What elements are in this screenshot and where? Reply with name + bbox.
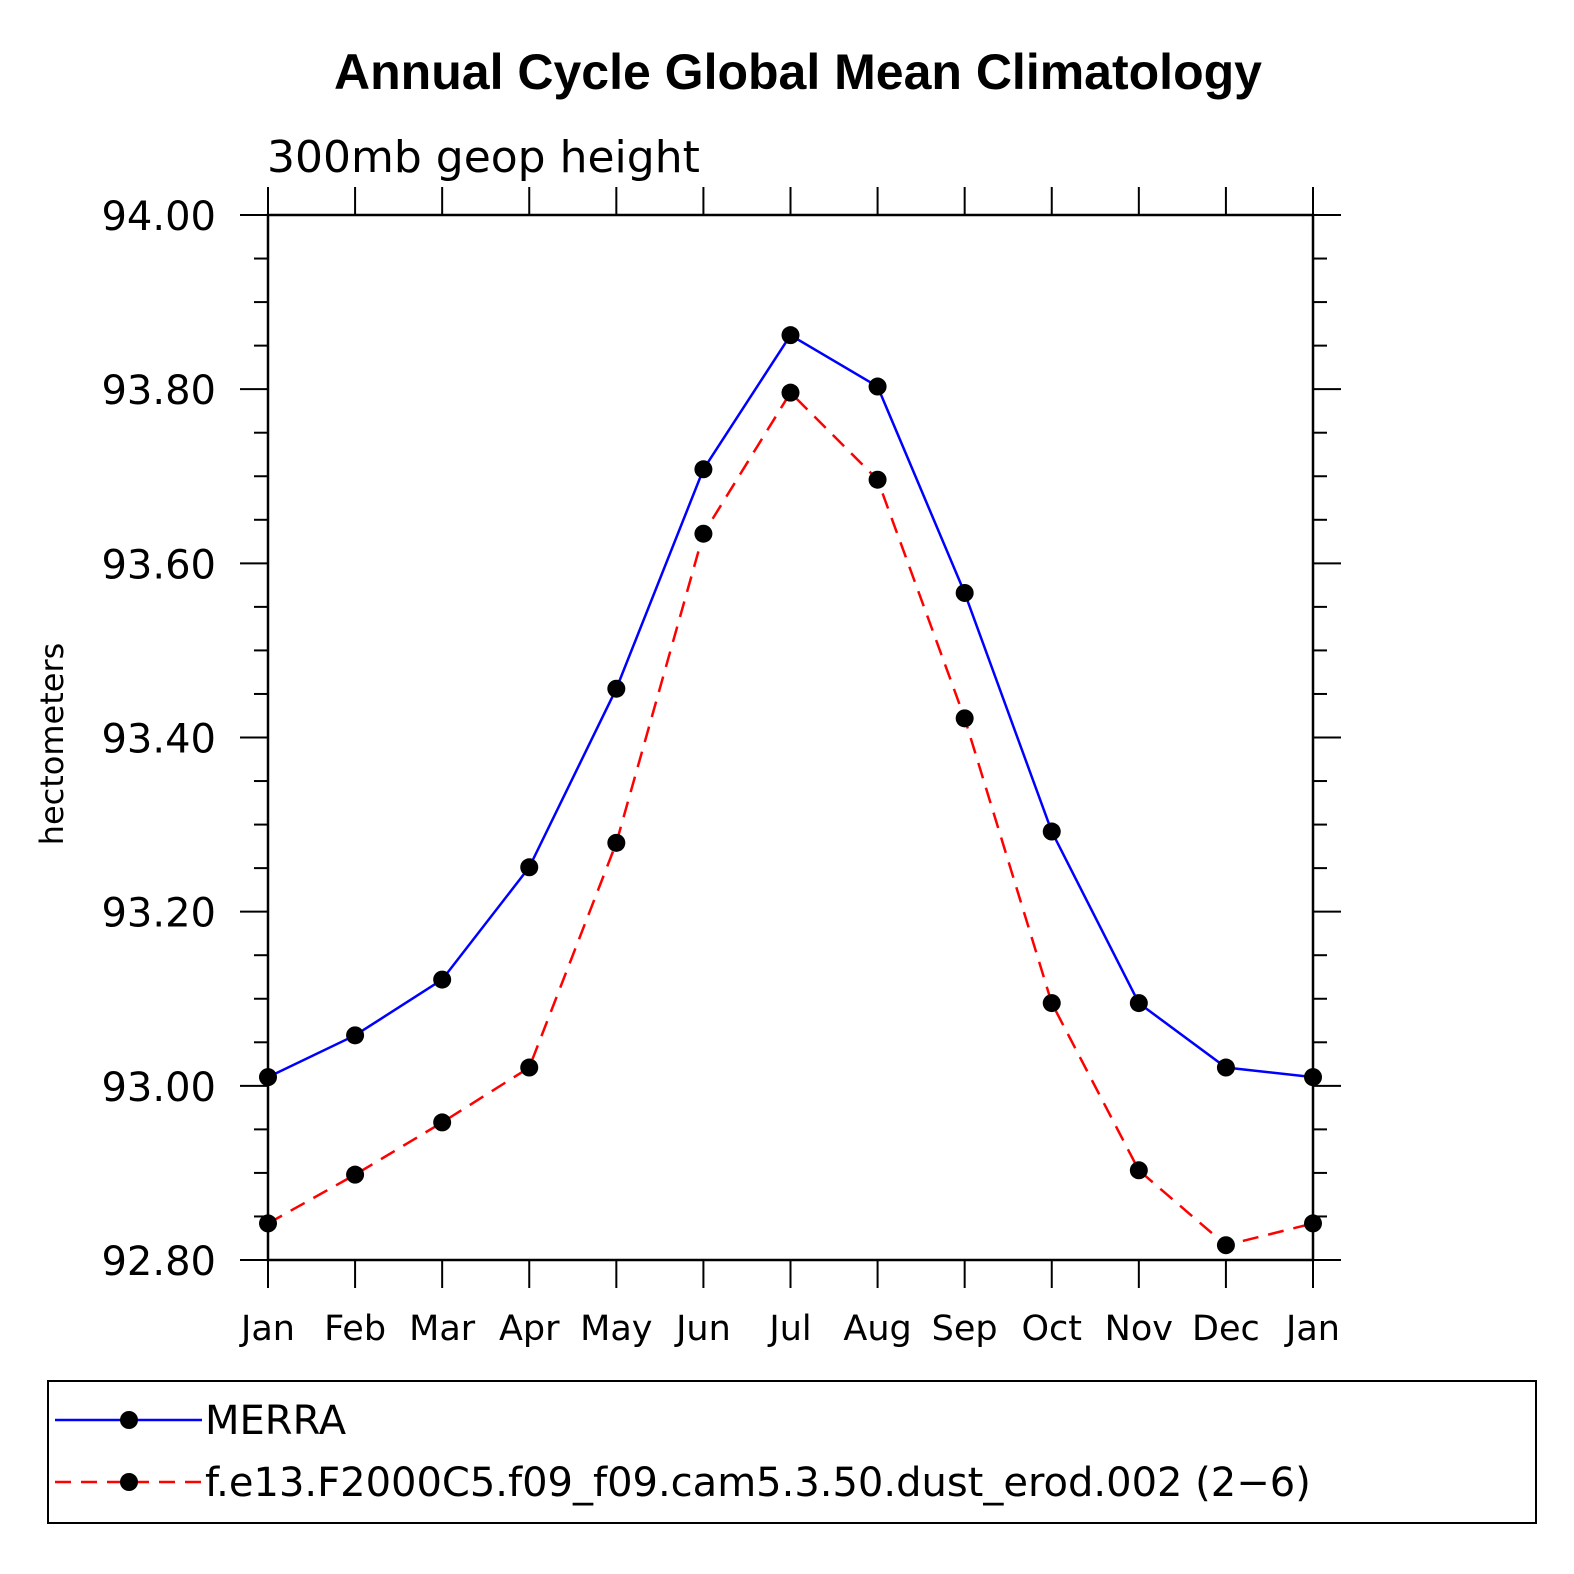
y-tick-label: 93.00 <box>101 1065 216 1111</box>
y-tick-label: 92.80 <box>101 1239 216 1285</box>
x-tick-label: Jan <box>1284 1309 1340 1349</box>
data-point <box>433 970 452 989</box>
data-point <box>520 858 539 877</box>
y-tick-label: 93.80 <box>101 368 216 414</box>
plot-frame <box>266 213 1315 1262</box>
chart-title: Annual Cycle Global Mean Climatology <box>334 44 1262 100</box>
data-point <box>259 1214 277 1233</box>
data-point <box>1129 1161 1148 1180</box>
data-point <box>346 1026 365 1045</box>
legend-label: f.e13.F2000C5.f09_f09.cam5.3.50.dust_ero… <box>205 1460 1311 1506</box>
data-point <box>781 326 800 345</box>
data-point <box>868 377 887 396</box>
data-point <box>1042 994 1061 1013</box>
data-point <box>1129 994 1148 1013</box>
data-point <box>346 1165 365 1184</box>
series-line <box>267 390 1314 1247</box>
x-tick-label: Apr <box>499 1309 560 1349</box>
data-point <box>694 524 713 543</box>
data-point <box>1216 1236 1235 1255</box>
data-point <box>1216 1058 1235 1077</box>
data-point <box>694 460 713 479</box>
y-tick-label: 93.60 <box>101 542 216 588</box>
legend-swatch-marker <box>120 1411 138 1429</box>
data-point <box>259 1068 277 1087</box>
series-layer <box>259 326 1322 1255</box>
legend-box <box>47 1380 1537 1524</box>
data-point <box>955 709 974 728</box>
data-point <box>868 470 887 489</box>
x-tick-label: Jul <box>767 1309 811 1349</box>
x-tick-label: May <box>580 1309 652 1349</box>
legend: MERRA f.e13.F2000C5.f09_f09.cam5.3.50.dus… <box>47 1380 1537 1524</box>
data-point <box>781 383 800 402</box>
y-axis-label: hectometers <box>33 643 71 846</box>
data-point <box>1304 1214 1322 1233</box>
data-point <box>955 583 974 602</box>
series-2 <box>259 383 1322 1255</box>
y-tick-label: 93.40 <box>101 717 216 763</box>
legend-label: MERRA <box>205 1398 347 1444</box>
x-tick-label: Aug <box>843 1309 911 1349</box>
data-point <box>1304 1068 1322 1087</box>
series-line <box>267 333 1314 1079</box>
data-point <box>607 679 626 698</box>
x-tick-label: Nov <box>1105 1309 1173 1349</box>
x-tick-label: Feb <box>324 1309 386 1349</box>
chart-subtitle: 300mb geop height <box>267 132 700 183</box>
x-tick-label: Mar <box>409 1309 476 1349</box>
data-point <box>433 1113 452 1132</box>
series-1 <box>259 326 1322 1087</box>
y-tick-label: 93.20 <box>101 891 216 937</box>
x-tick-label: Sep <box>932 1309 998 1349</box>
legend-item: f.e13.F2000C5.f09_f09.cam5.3.50.dust_ero… <box>55 1460 1311 1506</box>
y-tick-label: 94.00 <box>101 194 216 240</box>
x-tick-label: Jan <box>239 1309 295 1349</box>
x-tick-label: Jun <box>674 1309 731 1349</box>
legend-swatch-marker <box>120 1473 138 1491</box>
data-point <box>1042 822 1061 841</box>
axes: 92.80 93.00 93.20 93.40 93.60 93.80 94.00 Jan Fe… <box>101 187 1341 1349</box>
x-tick-label: Oct <box>1021 1309 1082 1349</box>
data-point <box>520 1058 539 1077</box>
x-tick-label: Dec <box>1192 1309 1260 1349</box>
legend-item: MERRA <box>55 1398 347 1444</box>
data-point <box>607 833 626 852</box>
